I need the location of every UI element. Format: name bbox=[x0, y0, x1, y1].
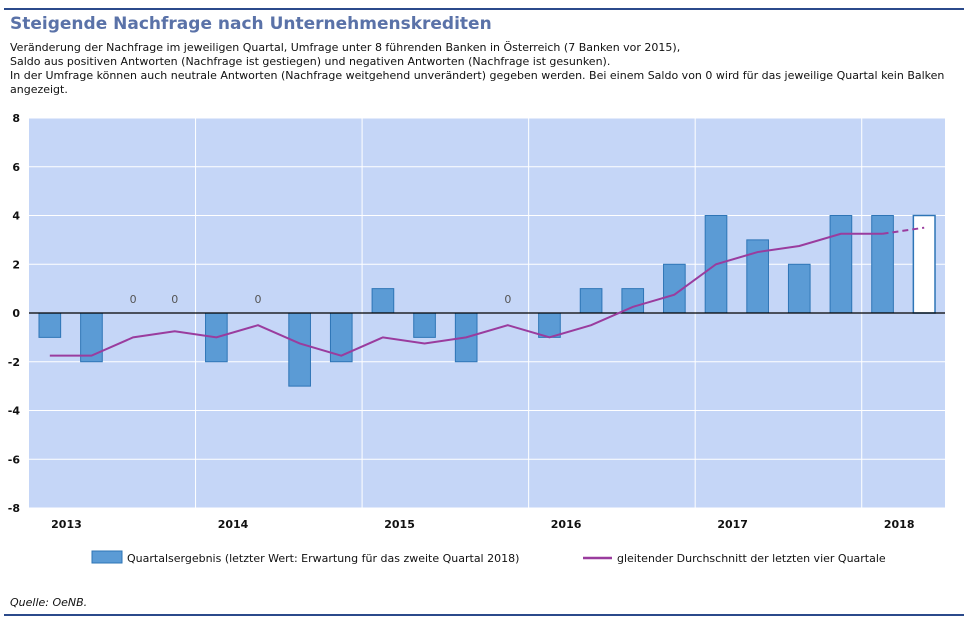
bar bbox=[38, 312, 62, 338]
bar bbox=[871, 215, 894, 314]
y-tick-label: -8 bbox=[8, 502, 20, 515]
legend-bar-swatch bbox=[91, 550, 123, 564]
moving-average-line bbox=[49, 232, 883, 357]
bar bbox=[829, 215, 853, 314]
y-tick-label: 8 bbox=[12, 112, 20, 125]
bar bbox=[413, 312, 436, 338]
x-tick-label: 2016 bbox=[551, 518, 582, 531]
y-tick-label: -6 bbox=[8, 453, 21, 466]
x-tick-label: 2013 bbox=[51, 518, 82, 531]
legend-bar-label: Quartalsergebnis (letzter Wert: Erwartun… bbox=[127, 552, 519, 565]
subtitle-line-3: In der Umfrage können auch neutrale Antw… bbox=[10, 69, 945, 82]
x-tick-label: 2014 bbox=[218, 518, 249, 531]
bar bbox=[538, 312, 561, 338]
bottom-rule bbox=[4, 614, 964, 616]
x-tick-label: 2018 bbox=[884, 518, 915, 531]
bar bbox=[288, 312, 311, 387]
bar bbox=[787, 263, 811, 314]
top-rule bbox=[4, 8, 964, 10]
zero-label: 0 bbox=[504, 293, 511, 306]
subtitle-line-2: Saldo aus positiven Antworten (Nachfrage… bbox=[10, 55, 611, 68]
x-tick-label: 2017 bbox=[717, 518, 748, 531]
chart-title: Steigende Nachfrage nach Unternehmenskre… bbox=[10, 14, 492, 34]
moving-average-forecast bbox=[882, 226, 925, 235]
bar bbox=[80, 312, 103, 363]
legend-line-label: gleitender Durchschnitt der letzten vier… bbox=[617, 552, 886, 565]
y-tick-label: -2 bbox=[8, 356, 20, 369]
subtitle-line-4: angezeigt. bbox=[10, 83, 68, 96]
y-tick-label: 6 bbox=[12, 161, 20, 174]
y-tick-label: 4 bbox=[12, 210, 20, 223]
zero-label: 0 bbox=[171, 293, 178, 306]
x-tick-label: 2015 bbox=[384, 518, 415, 531]
y-tick-label: 0 bbox=[12, 307, 20, 320]
y-tick-label: 2 bbox=[12, 258, 20, 271]
bar bbox=[579, 288, 603, 314]
source-note: Quelle: OeNB. bbox=[10, 596, 88, 609]
bar-expectation bbox=[912, 214, 936, 314]
bar bbox=[371, 288, 395, 314]
y-tick-label: -4 bbox=[8, 405, 21, 418]
zero-label: 0 bbox=[130, 293, 137, 306]
zero-label: 0 bbox=[255, 293, 262, 306]
subtitle-line-1: Veränderung der Nachfrage im jeweiligen … bbox=[10, 41, 681, 54]
